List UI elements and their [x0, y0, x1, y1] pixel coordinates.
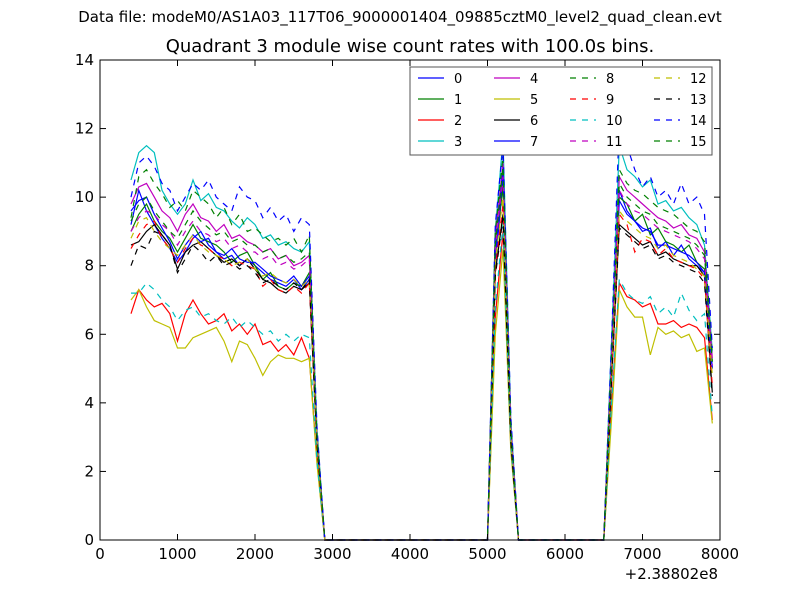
y-tick-label: 12: [75, 120, 94, 138]
legend-label-13: 13: [690, 93, 707, 108]
y-tick-label: 2: [84, 462, 94, 480]
y-tick-label: 14: [75, 51, 94, 69]
x-tick-label: 8000: [701, 545, 739, 563]
legend-label-12: 12: [690, 72, 707, 87]
legend-label-1: 1: [454, 93, 462, 108]
legend-label-3: 3: [454, 135, 462, 150]
legend-label-9: 9: [606, 93, 614, 108]
x-tick-label: 6000: [546, 545, 584, 563]
y-tick-label: 0: [84, 531, 94, 549]
y-tick-label: 4: [84, 394, 94, 412]
x-tick-label: 0: [95, 545, 105, 563]
series-line-10: [131, 224, 713, 541]
legend-label-6: 6: [530, 114, 538, 129]
series-line-1: [130, 186, 713, 541]
ticks-layer: 0 1000 2000 3000 4000 5000 6000 7000 80000246810…: [75, 51, 739, 563]
x-tick-label: 3000: [313, 545, 351, 563]
legend-label-10: 10: [606, 114, 623, 129]
series-layer: [130, 121, 713, 541]
x-tick-label: 7000: [623, 545, 661, 563]
series-line-2: [130, 231, 713, 541]
x-tick-label: 5000: [468, 545, 506, 563]
legend-label-14: 14: [690, 114, 707, 129]
legend-label-5: 5: [530, 93, 538, 108]
data-file-suptitle: Data file: modeM0/AS1A03_117T06_90000014…: [78, 8, 722, 26]
legend-label-2: 2: [454, 114, 462, 129]
chart-title: Quadrant 3 module wise count rates with …: [165, 36, 655, 57]
legend-label-4: 4: [530, 72, 538, 87]
series-line-8: [130, 155, 713, 541]
series-line-5: [130, 248, 713, 541]
y-tick-label: 10: [75, 188, 94, 206]
series-line-7: [130, 169, 713, 541]
x-offset-label: +2.38802e8: [625, 565, 718, 583]
series-line-12: [130, 197, 713, 541]
legend-frame: [409, 66, 713, 156]
legend-label-7: 7: [530, 135, 538, 150]
series-line-6: [130, 214, 713, 541]
series-line-9: [130, 203, 713, 541]
series-line-14: [130, 121, 713, 541]
legend-label-0: 0: [454, 72, 462, 87]
legend-label-11: 11: [606, 135, 623, 150]
x-tick-label: 2000: [236, 545, 274, 563]
series-line-11: [130, 176, 713, 541]
x-tick-label: 4000: [391, 545, 429, 563]
x-tick-label: 1000: [158, 545, 196, 563]
series-line-4: [130, 162, 713, 541]
y-tick-label: 6: [84, 325, 94, 343]
legend-label-15: 15: [690, 135, 707, 150]
legend-label-8: 8: [606, 72, 614, 87]
series-line-15: [130, 166, 713, 541]
y-tick-label: 8: [84, 257, 94, 275]
series-line-13: [130, 217, 713, 541]
